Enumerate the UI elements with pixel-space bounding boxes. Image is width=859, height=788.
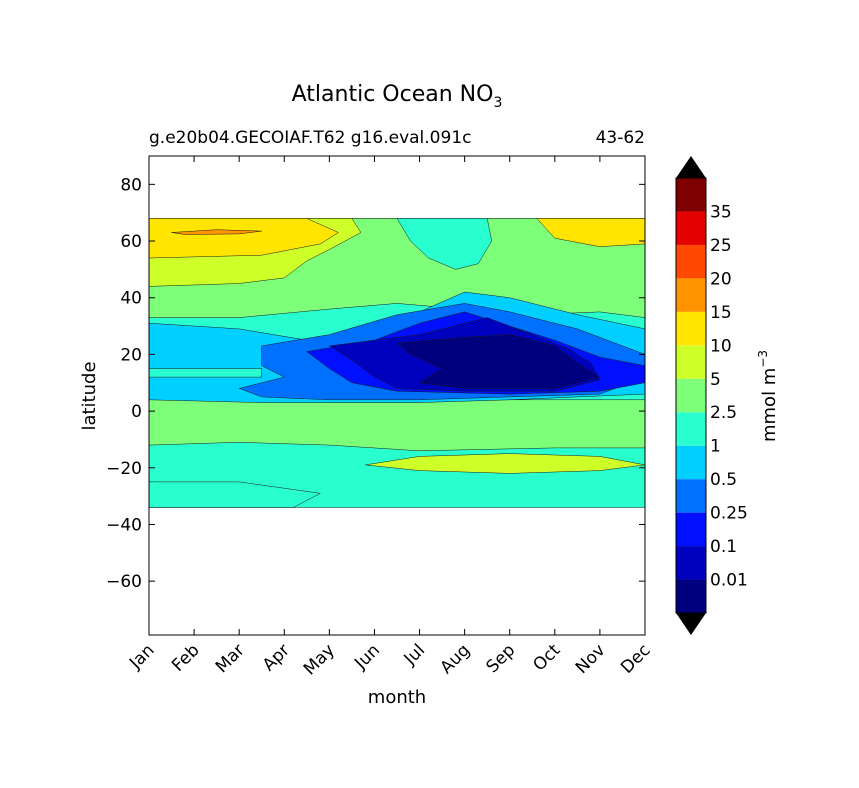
colorbar-tick-label: 5 bbox=[710, 370, 721, 390]
colorbar-segment bbox=[676, 345, 706, 379]
colorbar-tick-label: 1 bbox=[710, 437, 721, 457]
colorbar-segment bbox=[676, 178, 706, 212]
contour-region bbox=[396, 334, 601, 389]
x-tick-label: Jul bbox=[400, 640, 429, 669]
colorbar-segment bbox=[676, 278, 706, 312]
chart-title-subscript: 3 bbox=[493, 95, 502, 111]
x-tick-label: Dec bbox=[617, 640, 654, 677]
colorbar-label: mmol m−3 bbox=[756, 350, 780, 442]
x-tick-label: Jan bbox=[125, 640, 158, 673]
colorbar-segment bbox=[676, 445, 706, 480]
colorbar-tick-label: 20 bbox=[710, 269, 732, 289]
colorbar-frame bbox=[675, 177, 707, 614]
chart-subtitle-right: 43-62 bbox=[596, 128, 645, 148]
y-tick-label: 60 bbox=[120, 232, 142, 252]
contour-region bbox=[149, 218, 339, 259]
colorbar-tick-label: 0.5 bbox=[710, 470, 737, 490]
colorbar-tick-label: 2.5 bbox=[710, 403, 737, 423]
colorbar-extend-min bbox=[676, 613, 706, 635]
colorbar: 0.01 0.1 0.25 0.5 1 2.5 5 10 15 20 25 35 bbox=[675, 156, 748, 635]
plot-area bbox=[149, 218, 645, 508]
x-tick-label: Oct bbox=[529, 640, 564, 675]
colorbar-segment bbox=[676, 378, 706, 413]
colorbar-segment bbox=[676, 512, 706, 547]
x-tick-label: Feb bbox=[168, 640, 203, 675]
contour-region bbox=[536, 218, 645, 247]
colorbar-tick-label: 0.01 bbox=[710, 571, 748, 591]
x-axis-label: month bbox=[368, 687, 426, 708]
x-tick-label: Aug bbox=[437, 640, 475, 678]
x-tick-label: Nov bbox=[572, 640, 610, 678]
contour-region bbox=[149, 481, 322, 508]
x-tick-label: Jun bbox=[350, 640, 384, 674]
y-tick-label: −60 bbox=[106, 572, 142, 592]
y-tick-label: 0 bbox=[131, 402, 142, 422]
x-tick-label: Sep bbox=[482, 640, 519, 677]
colorbar-tick-label: 0.25 bbox=[710, 504, 748, 524]
colorbar-tick-label: 25 bbox=[710, 236, 732, 256]
colorbar-label-exponent: −3 bbox=[756, 350, 770, 368]
contour-region bbox=[365, 453, 645, 474]
colorbar-segment bbox=[676, 311, 706, 346]
x-tick-label: May bbox=[300, 640, 339, 679]
y-tick-label: 20 bbox=[120, 345, 142, 365]
y-tick-label: 40 bbox=[120, 289, 142, 309]
y-tick-label: 80 bbox=[120, 175, 142, 195]
y-axis: 80 60 40 20 0 −20 −40 −60 bbox=[106, 175, 645, 592]
x-tick-label: Mar bbox=[212, 640, 249, 677]
x-tick-label: Apr bbox=[259, 640, 294, 675]
colorbar-segment bbox=[676, 579, 706, 613]
colorbar-segment bbox=[676, 546, 706, 580]
colorbar-segment bbox=[676, 479, 706, 513]
colorbar-tick-label: 10 bbox=[710, 336, 732, 356]
colorbar-segment bbox=[676, 412, 706, 446]
colorbar-segment bbox=[676, 244, 706, 279]
colorbar-label-text: mmol m bbox=[759, 368, 780, 442]
chart-title: Atlantic Ocean NO3 bbox=[292, 82, 503, 111]
contour-fills bbox=[149, 218, 645, 508]
colorbar-tick-label: 15 bbox=[710, 303, 732, 323]
colorbar-extend-max bbox=[676, 156, 706, 178]
y-axis-label: latitude bbox=[79, 361, 100, 430]
y-tick-label: −40 bbox=[106, 515, 142, 535]
y-tick-label: −20 bbox=[106, 459, 142, 479]
contour-region bbox=[396, 218, 492, 270]
contour-region bbox=[171, 229, 262, 235]
chart-subtitle-left: g.e20b04.GECOIAF.T62 g16.eval.091c bbox=[149, 128, 471, 148]
colorbar-tick-label: 0.1 bbox=[710, 537, 737, 557]
colorbar-segment bbox=[676, 211, 706, 245]
colorbar-tick-label: 35 bbox=[710, 202, 732, 222]
plot-frame bbox=[148, 155, 646, 636]
